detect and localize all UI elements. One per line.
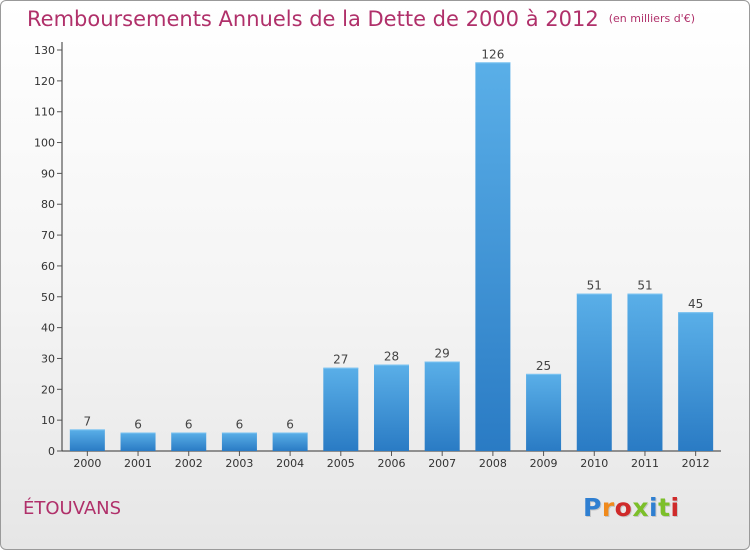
data-label-2007: 29 [435,347,450,361]
x-tick-label: 2004 [276,457,304,470]
y-tick-label: 80 [41,198,55,211]
proxiti-logo[interactable]: Proxiti [583,493,680,522]
data-label-2010: 51 [587,279,602,293]
x-tick-label: 2011 [631,457,659,470]
bar-2007 [424,361,460,451]
x-tick-label: 2005 [327,457,355,470]
chart-subtitle: (en milliers d'€) [608,12,695,25]
bar-2012 [678,312,714,451]
data-label-2002: 6 [185,417,193,431]
bar-2004 [272,432,308,451]
y-tick-label: 70 [41,229,55,242]
x-tick-label: 2006 [378,457,406,470]
x-tick-label: 2001 [124,457,152,470]
data-labels: 7 6 6 6 6 27 28 29 126 25 51 51 45 [84,47,704,431]
logo-letter: t [658,493,671,522]
axes: 0 10 20 30 40 50 60 70 80 90 100 110 120 130 2000 2001 2… [34,42,721,470]
data-label-2008: 126 [481,47,504,61]
x-tick-label: 2003 [225,457,253,470]
data-label-2006: 28 [384,350,399,364]
x-tick-label: 2000 [73,457,101,470]
logo-letter: o [614,493,633,522]
y-tick-label: 0 [48,445,55,458]
y-tick-label: 90 [41,167,55,180]
data-label-2000: 7 [84,414,92,428]
logo-letter: i [670,493,680,522]
y-tick-label: 40 [41,322,55,335]
data-label-2005: 27 [333,353,348,367]
y-tick-label: 20 [41,383,55,396]
x-tick-label: 2010 [580,457,608,470]
title-row: Remboursements Annuels de la Dette de 20… [27,7,695,31]
y-tick-label: 10 [41,414,55,427]
bar-2009 [526,373,562,451]
y-tick-label: 130 [34,44,55,57]
bar-2003 [221,432,257,451]
data-label-2011: 51 [637,279,652,293]
logo-letter: r [601,493,615,522]
y-tick-label: 110 [34,106,55,119]
x-tick-label: 2012 [682,457,710,470]
data-label-2012: 45 [688,297,703,311]
commune-name: ÉTOUVANS [23,498,122,519]
y-tick-label: 60 [41,260,55,273]
bar-2001 [120,432,156,451]
logo-letter: P [583,493,602,522]
bar-2005 [323,367,359,451]
logo-letter: x [632,493,649,522]
bar-2010 [576,293,612,451]
x-tick-label: 2008 [479,457,507,470]
data-label-2003: 6 [236,417,244,431]
chart-title: Remboursements Annuels de la Dette de 20… [27,7,599,31]
data-label-2001: 6 [134,417,142,431]
x-tick-label: 2002 [175,457,203,470]
y-tick-label: 100 [34,137,55,150]
data-label-2004: 6 [286,417,294,431]
x-tick-label: 2007 [428,457,456,470]
bar-2002 [171,432,207,451]
bars [69,62,714,451]
bar-2011 [627,293,663,451]
data-label-2009: 25 [536,359,551,373]
y-tick-label: 120 [34,75,55,88]
bar-2008 [475,62,511,451]
bar-2006 [374,364,409,451]
y-tick-label: 50 [41,291,55,304]
x-tick-label: 2009 [530,457,558,470]
bar-2000 [69,429,105,451]
y-tick-label: 30 [41,352,55,365]
logo-letter: i [649,493,659,522]
